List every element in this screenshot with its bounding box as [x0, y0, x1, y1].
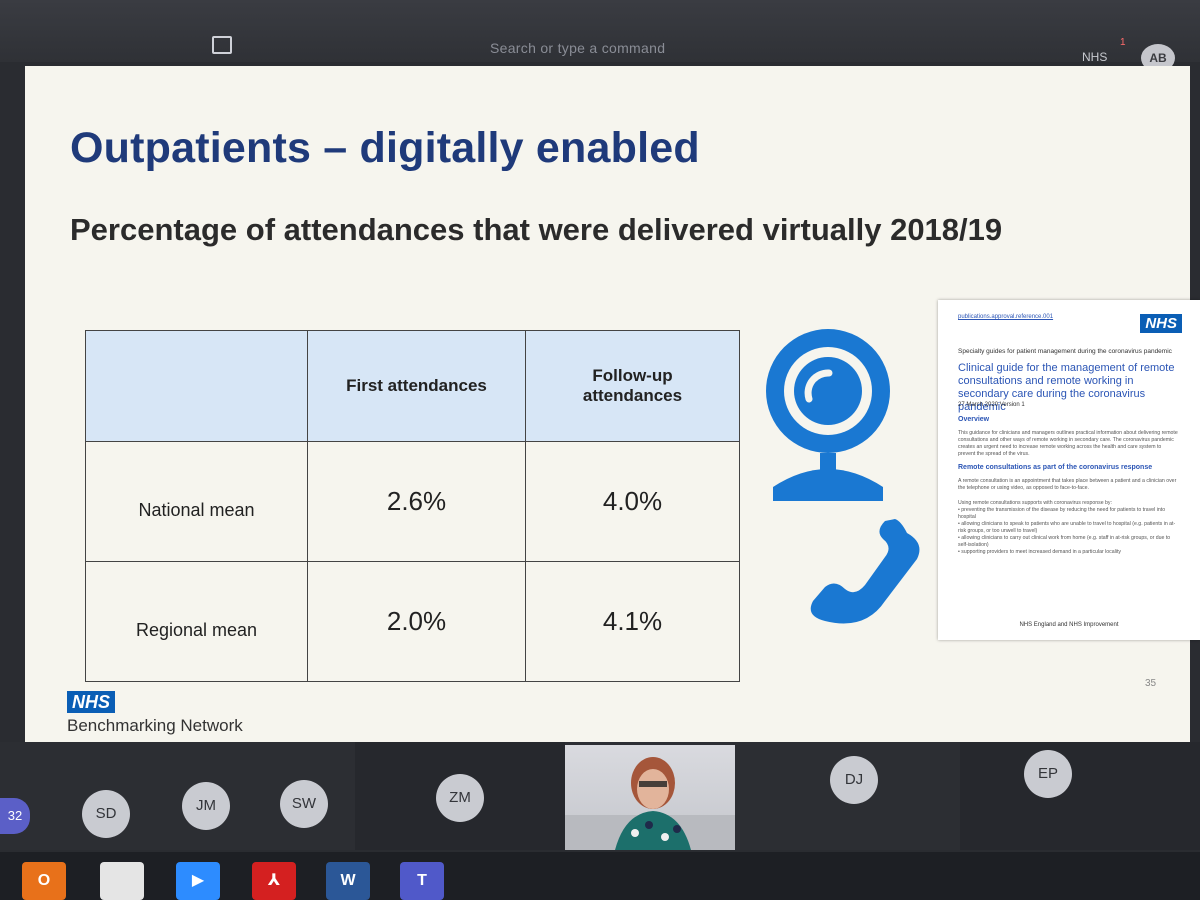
org-switcher[interactable]: NHS — [1082, 50, 1108, 64]
table-row: Regional mean 2.0% 4.1% — [85, 561, 740, 682]
cell-followup: 4.0% — [525, 441, 740, 562]
outlook-icon[interactable]: O — [22, 862, 66, 900]
doc-date: 27 March 2020 Version 1 — [958, 402, 1025, 408]
doc-link: publications.approval.reference.001 — [958, 314, 1054, 320]
doc-remote-heading: Remote consultations as part of the coro… — [958, 464, 1153, 471]
presenter-video-image — [565, 757, 735, 850]
doc-paragraph: Using remote consultations supports with… — [958, 500, 1176, 555]
participant-avatar[interactable]: DJ — [830, 756, 878, 804]
teams-top-bar: Search or type a command NHS 1 AB — [0, 0, 1200, 72]
webcam-icon — [766, 329, 890, 501]
row-label: Regional mean — [85, 561, 308, 682]
cell-first: 2.0% — [307, 561, 526, 682]
doc-paragraph: This guidance for clinicians and manager… — [958, 430, 1178, 457]
participant-avatar[interactable]: EP — [1024, 750, 1072, 798]
calendar-icon[interactable] — [100, 862, 144, 900]
nhs-benchmarking-logo: NHS Benchmarking Network — [67, 691, 243, 736]
doc-paragraph: A remote consultation is an appointment … — [958, 478, 1177, 491]
doc-footer: NHS England and NHS Improvement — [1019, 622, 1119, 628]
webcam-phone-illustration — [766, 329, 920, 624]
table-header-empty — [85, 330, 308, 442]
nhs-logo-name: Benchmarking Network — [67, 716, 243, 735]
clinical-guide-document: publications.approval.reference.001 NHS … — [938, 300, 1200, 640]
participant-avatar[interactable]: SW — [280, 780, 328, 828]
shared-slide: Outpatients – digitally enabled Percenta… — [25, 66, 1200, 754]
table-header-followup: Follow-up attendances — [525, 330, 740, 442]
attendance-table: First attendances Follow-up attendances … — [85, 330, 740, 682]
acrobat-icon[interactable]: ⅄ — [252, 862, 296, 900]
cell-first: 2.6% — [307, 441, 526, 562]
participant-avatar[interactable]: JM — [182, 782, 230, 830]
new-chat-icon[interactable] — [212, 36, 232, 54]
slide-number: 35 — [1145, 678, 1157, 689]
nhs-logo-mark: NHS — [67, 691, 116, 713]
participant-video[interactable] — [565, 745, 735, 850]
phone-icon — [810, 519, 920, 624]
notification-badge: 1 — [1120, 37, 1126, 48]
word-icon[interactable]: W — [326, 862, 370, 900]
doc-title: Clinical guide for the management of rem… — [958, 362, 1175, 413]
cell-followup: 4.1% — [525, 561, 740, 682]
teams-icon[interactable]: T — [400, 862, 444, 900]
participant-overflow-count[interactable]: 32 — [0, 798, 30, 834]
slide-subtitle: Percentage of attendances that were deli… — [70, 212, 1003, 247]
table-row: National mean 2.6% 4.0% — [85, 441, 740, 562]
participant-tile — [960, 742, 1200, 850]
row-label: National mean — [85, 441, 308, 562]
nhs-logo: NHS — [1140, 314, 1182, 333]
zoom-icon[interactable]: ▶ — [176, 862, 220, 900]
table-header-row: First attendances Follow-up attendances — [85, 330, 740, 442]
slide-title: Outpatients – digitally enabled — [70, 124, 700, 172]
search-input[interactable]: Search or type a command — [490, 40, 666, 56]
doc-series: Specialty guides for patient management … — [958, 348, 1172, 355]
doc-overview-heading: Overview — [958, 416, 990, 423]
participant-avatar[interactable]: SD — [82, 790, 130, 838]
table-header-first: First attendances — [307, 330, 526, 442]
participant-avatar[interactable]: ZM — [436, 774, 484, 822]
